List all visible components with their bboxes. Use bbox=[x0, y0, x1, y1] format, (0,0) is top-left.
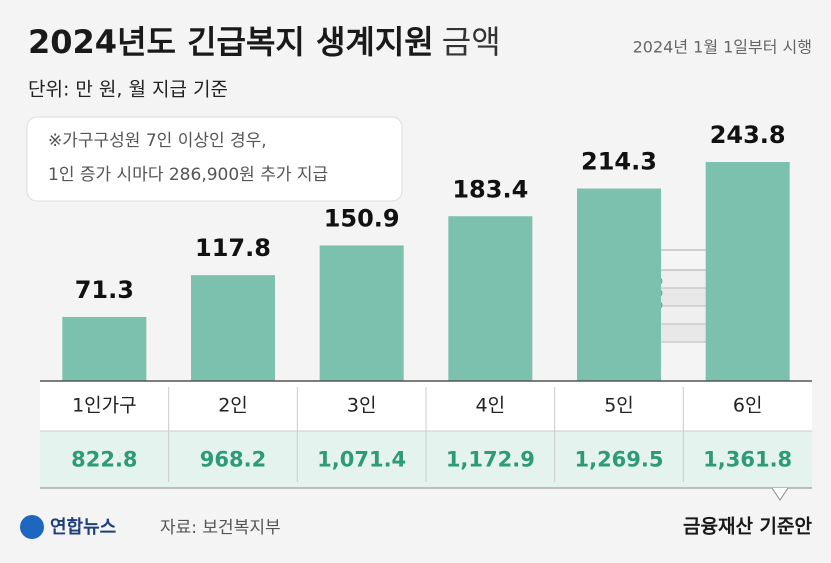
value-label: 117.8 bbox=[195, 234, 271, 262]
title-suffix: 금액 bbox=[442, 23, 501, 61]
table-cell: 1,172.9 bbox=[446, 448, 535, 472]
table-row-label: 금융재산 기준안 bbox=[683, 516, 812, 538]
logo: 연합뉴스 bbox=[50, 516, 116, 538]
category-label: 3인 bbox=[347, 395, 377, 417]
title-main: 2024년도 긴급복지 생계지원 bbox=[28, 23, 434, 61]
logo-mark bbox=[20, 515, 44, 539]
date-note: 2024년 1월 1일부터 시행 bbox=[633, 38, 812, 57]
table-cell: 1,361.8 bbox=[703, 448, 792, 472]
table-cell: 1,071.4 bbox=[317, 448, 406, 472]
table-cell: 968.2 bbox=[200, 448, 266, 472]
value-label: 71.3 bbox=[75, 276, 134, 304]
category-label: 6인 bbox=[733, 395, 763, 417]
callout-pointer bbox=[771, 487, 789, 501]
category-label: 4인 bbox=[476, 395, 506, 417]
category-label: 5인 bbox=[604, 395, 634, 417]
bar bbox=[62, 316, 147, 381]
value-label: 243.8 bbox=[710, 121, 786, 149]
bar bbox=[577, 188, 661, 381]
category-label: 2인 bbox=[218, 395, 248, 417]
table-cell: 822.8 bbox=[71, 448, 137, 472]
note-box bbox=[26, 116, 403, 202]
bar bbox=[448, 216, 533, 381]
note-line: 1인 증가 시마다 286,900원 추가 지급 bbox=[48, 165, 328, 185]
table-cell: 1,269.5 bbox=[574, 448, 663, 472]
source: 자료: 보건복지부 bbox=[160, 518, 281, 538]
chart-title: 2024년도 긴급복지 생계지원 금액 bbox=[28, 23, 501, 61]
subtitle: 단위: 만 원, 월 지급 기준 bbox=[28, 79, 228, 101]
value-label: 183.4 bbox=[452, 175, 528, 203]
note-line: ※가구구성원 7인 이상인 경우, bbox=[48, 131, 267, 151]
bar bbox=[319, 245, 404, 381]
value-label: 150.9 bbox=[324, 204, 400, 232]
category-label: 1인가구 bbox=[72, 395, 137, 417]
bar bbox=[191, 275, 275, 381]
value-label: 214.3 bbox=[581, 147, 657, 175]
bar bbox=[705, 162, 790, 381]
plot: 71.3 1인가구 822.8 117.8 2인 968.2 150.9 3인 1,071.4 1… bbox=[40, 121, 812, 489]
